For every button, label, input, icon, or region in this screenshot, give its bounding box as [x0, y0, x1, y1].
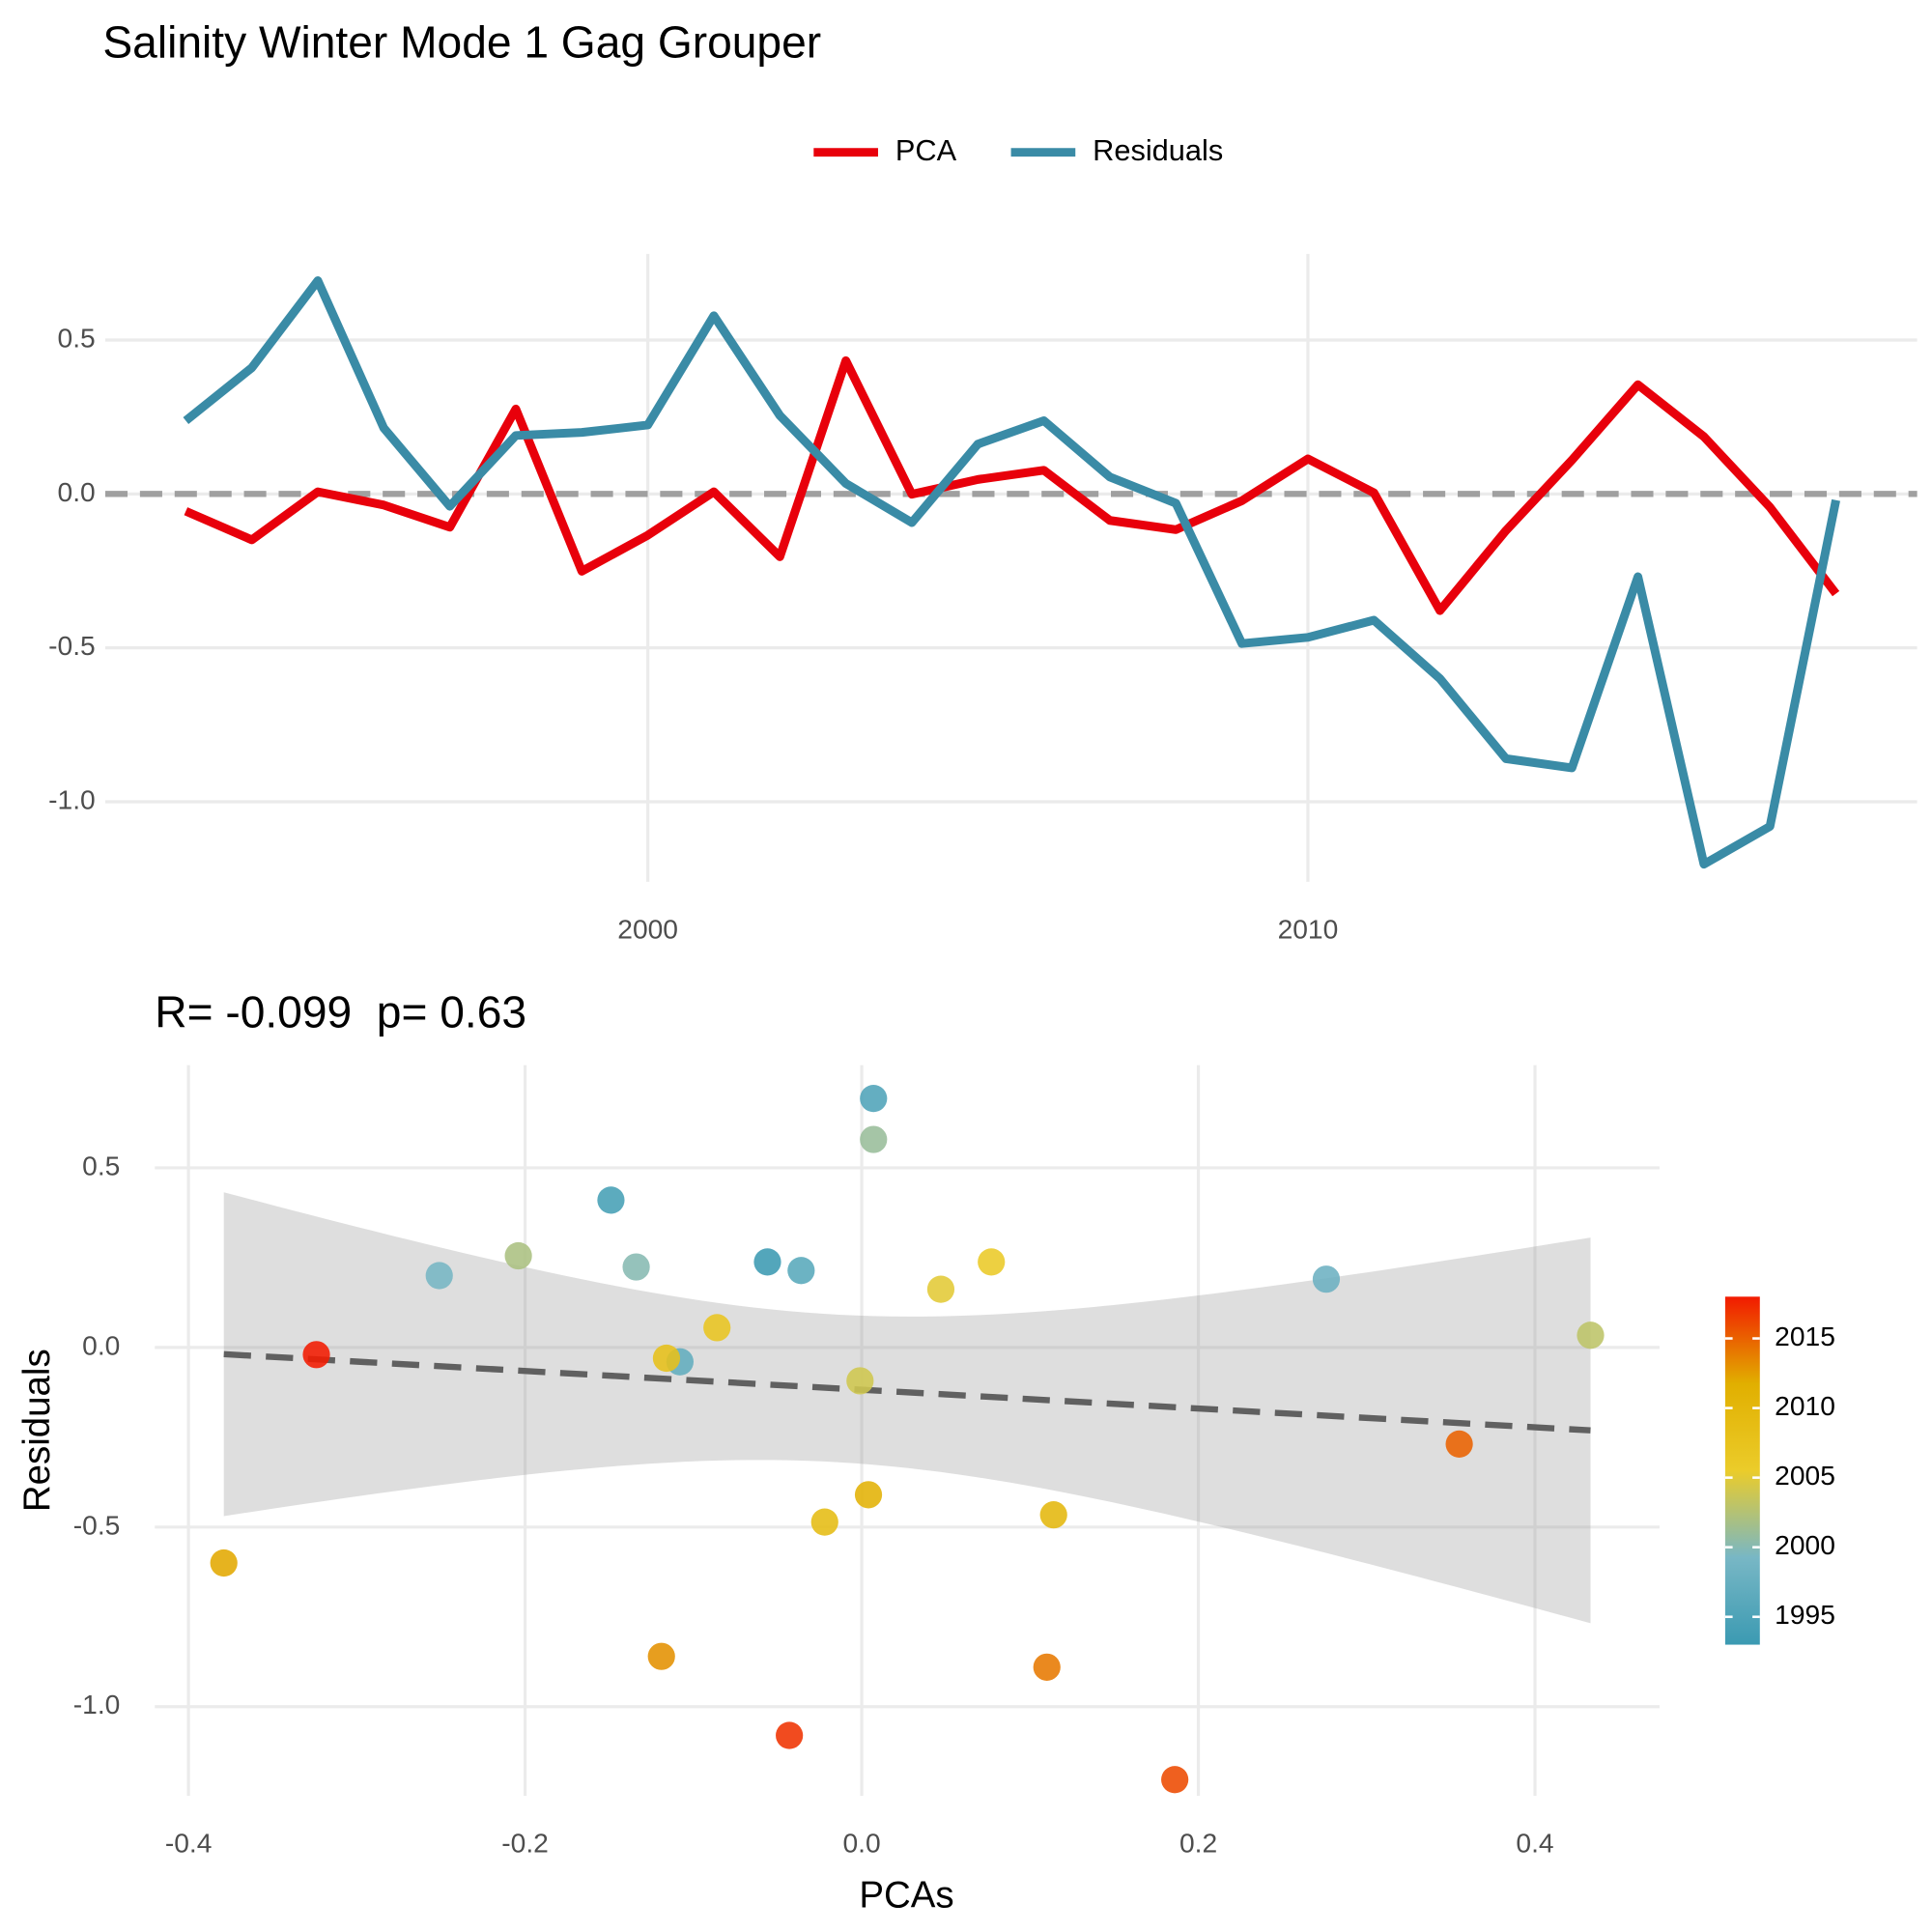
- legend-label: PCA: [895, 133, 957, 167]
- point: [1161, 1766, 1189, 1794]
- x-tick-label: -0.4: [165, 1828, 213, 1859]
- point: [1577, 1321, 1605, 1350]
- point: [753, 1248, 781, 1276]
- y-tick-label: 0.5: [58, 322, 96, 353]
- point: [1039, 1501, 1067, 1529]
- point: [776, 1721, 804, 1749]
- y-tick-label: 0.0: [82, 1329, 120, 1360]
- x-tick-label: 2010: [1278, 914, 1339, 945]
- point: [302, 1341, 330, 1369]
- point: [860, 1085, 888, 1113]
- x-tick-label: 0.0: [842, 1828, 880, 1859]
- point: [978, 1248, 1006, 1276]
- point: [425, 1262, 453, 1290]
- x-tick-label: 2000: [617, 914, 678, 945]
- y-tick-label: -1.0: [48, 783, 96, 814]
- y-tick-label: 0.5: [82, 1150, 120, 1180]
- series-line: [183, 276, 1840, 869]
- point: [647, 1642, 675, 1670]
- point: [1312, 1265, 1341, 1293]
- series-line: [184, 355, 1840, 615]
- y-axis-label: Residuals: [16, 1349, 58, 1512]
- point: [926, 1275, 955, 1303]
- colorbar-label: 1995: [1775, 1599, 1835, 1630]
- point: [810, 1508, 838, 1536]
- point: [210, 1548, 238, 1577]
- point: [787, 1257, 815, 1285]
- confidence-band: [223, 1192, 1591, 1624]
- point: [652, 1344, 681, 1373]
- y-tick-label: 0.0: [58, 476, 96, 507]
- point: [622, 1253, 650, 1281]
- point: [1445, 1430, 1473, 1459]
- colorbar-label: 2000: [1775, 1529, 1835, 1560]
- y-tick-label: -1.0: [73, 1689, 121, 1719]
- point: [597, 1186, 625, 1214]
- x-tick-label: 0.4: [1516, 1828, 1553, 1859]
- x-tick-label: -0.2: [501, 1828, 549, 1859]
- point: [860, 1125, 888, 1153]
- x-axis-label: PCAs: [859, 1874, 953, 1916]
- colorbar-label: 2005: [1775, 1460, 1835, 1491]
- point: [1033, 1653, 1061, 1681]
- y-tick-label: -0.5: [48, 630, 96, 661]
- colorbar-label: 2015: [1775, 1321, 1835, 1351]
- point: [703, 1314, 731, 1342]
- colorbar: [1724, 1296, 1760, 1645]
- chart-title: R= -0.099 p= 0.63: [155, 986, 526, 1037]
- x-tick-label: 0.2: [1179, 1828, 1217, 1859]
- legend-label: Residuals: [1093, 133, 1223, 167]
- fit-line: [223, 1350, 1591, 1434]
- point: [504, 1241, 532, 1270]
- point: [854, 1481, 883, 1509]
- chart-title: Salinity Winter Mode 1 Gag Grouper: [102, 17, 821, 68]
- y-tick-label: -0.5: [73, 1509, 121, 1540]
- point: [846, 1367, 874, 1395]
- colorbar-label: 2010: [1775, 1390, 1835, 1421]
